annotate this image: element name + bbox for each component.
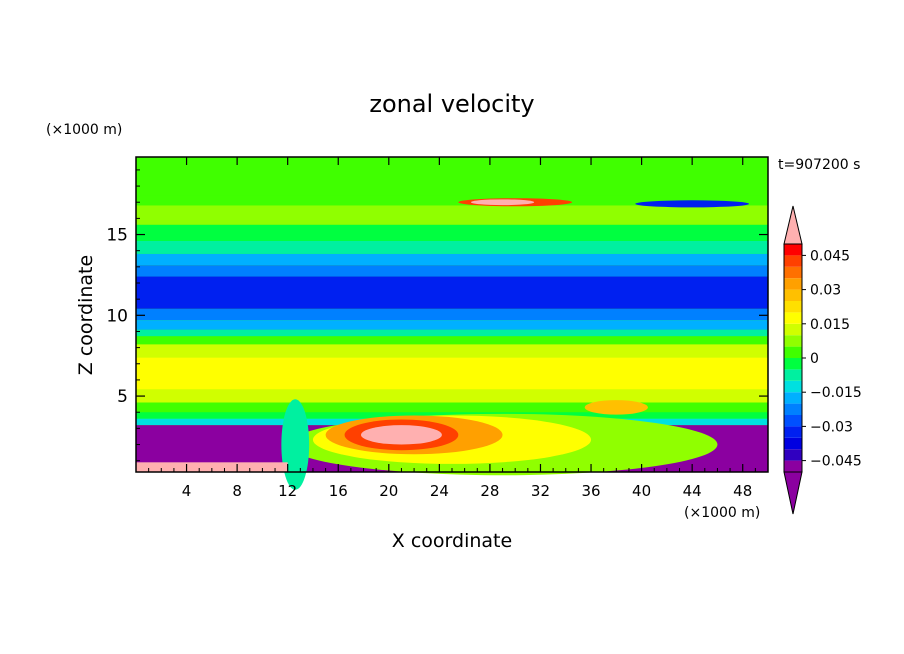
x-unit-label: (×1000 m) (684, 505, 760, 521)
colorbar-segment (784, 312, 802, 324)
field-band (136, 320, 768, 330)
x-tick-label: 44 (683, 482, 702, 500)
field-band (136, 205, 768, 225)
field-feature (584, 400, 648, 415)
x-tick-label: 8 (232, 482, 242, 500)
field-band (136, 276, 768, 309)
field-band (136, 344, 768, 358)
colorbar-segment (784, 301, 802, 313)
field-band (136, 308, 768, 321)
colorbar: 0.045 0.03 0.015 0 −0.015 −0.03 −0.045 (783, 205, 862, 515)
colorbar-tick-label: −0.045 (810, 454, 862, 470)
chart-title: zonal velocity (369, 90, 534, 118)
x-tick-label: 32 (531, 482, 550, 500)
field-feature (635, 200, 750, 208)
colorbar-segment (784, 335, 802, 347)
colorbar-segment (784, 255, 802, 267)
colorbar-segment (784, 244, 802, 256)
colorbar-segment (784, 426, 802, 438)
x-tick-label: 40 (632, 482, 651, 500)
field-feature (360, 425, 442, 445)
field-band (136, 224, 768, 241)
x-tick-label: 12 (278, 482, 297, 500)
x-tick-label: 20 (379, 482, 398, 500)
velocity-field (136, 157, 768, 490)
x-tick-label: 16 (329, 482, 348, 500)
colorbar-segment (784, 323, 802, 336)
x-axis-title: X coordinate (392, 530, 512, 552)
field-feature (470, 199, 535, 206)
field-feature (281, 399, 310, 490)
x-tick-label: 4 (182, 482, 192, 500)
colorbar-segment (784, 415, 802, 427)
y-axis-title: Z coordinate (75, 255, 97, 375)
field-band (136, 253, 768, 266)
colorbar-over-arrow (783, 205, 803, 245)
colorbar-segment (784, 449, 802, 461)
colorbar-segment (784, 460, 802, 472)
colorbar-tick-label: −0.015 (810, 385, 862, 401)
colorbar-under-arrow (783, 471, 803, 515)
field-band (136, 402, 768, 413)
x-tick-label: 48 (733, 482, 752, 500)
x-axis: 4 8 12 16 20 24 28 32 36 40 44 48 (148, 157, 756, 500)
field-band (136, 336, 768, 345)
y-tick-label: 5 (117, 387, 128, 407)
field-band (136, 157, 768, 196)
colorbar-segment (784, 380, 802, 393)
colorbar-tick-label: 0 (810, 351, 819, 367)
colorbar-segment (784, 437, 802, 450)
y-tick-label: 15 (106, 226, 128, 246)
x-tick-label: 28 (480, 482, 499, 500)
y-axis: 5 10 15 (106, 169, 768, 462)
field-band (136, 241, 768, 254)
field-band (136, 265, 768, 277)
colorbar-segment (784, 358, 802, 370)
colorbar-segment (784, 392, 802, 404)
y-tick-label: 10 (106, 306, 128, 326)
colorbar-tick-label: 0.045 (810, 248, 850, 264)
time-label: t=907200 s (778, 157, 860, 173)
colorbar-segment (784, 278, 802, 290)
colorbar-segment (784, 289, 802, 301)
y-unit-label: (×1000 m) (46, 122, 122, 138)
colorbar-tick-label: 0.015 (810, 317, 850, 333)
field-band (136, 389, 768, 403)
x-tick-label: 36 (581, 482, 600, 500)
colorbar-segment (784, 266, 802, 279)
field-band (136, 195, 768, 206)
colorbar-tick-label: −0.03 (810, 419, 853, 435)
colorbar-segment (784, 346, 802, 358)
field-feature (136, 462, 288, 472)
field-band (136, 329, 768, 337)
x-tick-label: 24 (430, 482, 449, 500)
colorbar-segment (784, 403, 802, 415)
field-band (136, 357, 768, 390)
colorbar-segment (784, 369, 802, 381)
colorbar-tick-label: 0.03 (810, 283, 841, 299)
